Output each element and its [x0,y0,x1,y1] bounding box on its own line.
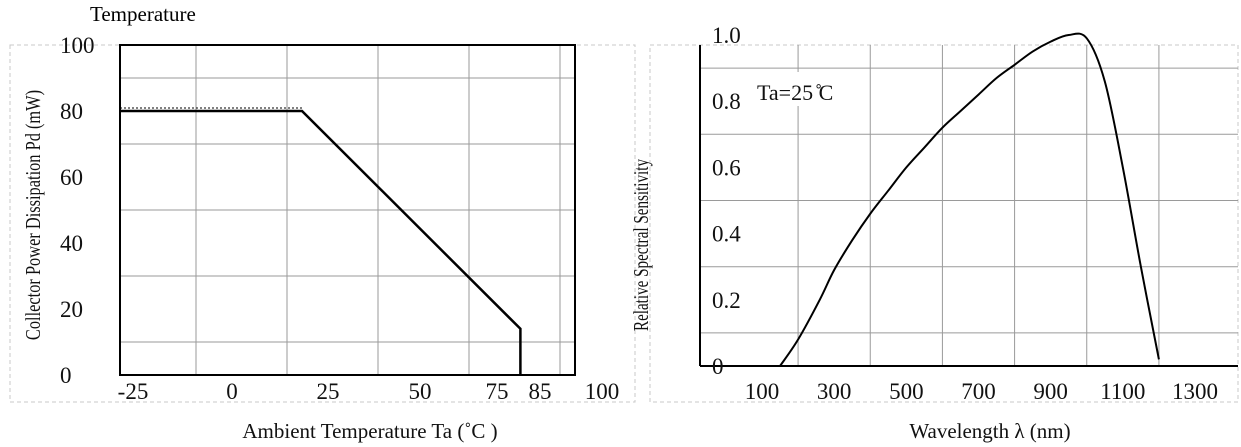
outer-frame [9,44,636,403]
y-tick-label: 20 [60,297,83,322]
x-tick-label: 0 [226,379,238,404]
y-tick-label: 60 [60,165,83,190]
spectral-sensitivity-chart: 0 0.2 0.4 0.6 0.8 1.0 100 300 500 700 900 1100 1300 W… [630,23,1239,443]
x-tick-label: 1300 [1172,379,1218,404]
y-tick-label: 0.8 [712,89,741,114]
x-axis-label: Wavelength λ (nm) [909,419,1070,443]
power-dissipation-chart: 0 20 40 60 80 100 -25 0 25 50 75 85 100 Ambient Tempe… [9,33,636,443]
x-axis-label: Ambient Temperature Ta (˚C ) [242,419,497,443]
y-axis-label: Collector Power Dissipation Pd (mW) [22,90,45,340]
x-tick-label: 85 [529,379,552,404]
x-tick-label: 100 [585,379,620,404]
x-tick-label: 500 [889,379,924,404]
temperature-annotation: Ta=25 ̊C [757,80,833,105]
y-tick-label: 0 [60,363,72,388]
x-tick-label: 700 [961,379,996,404]
y-tick-label: 0.2 [712,288,741,313]
power-derating-line [120,109,522,375]
x-tick-label: 100 [745,379,780,404]
y-tick-label: 40 [60,231,83,256]
y-tick-label: 0.6 [712,155,741,180]
annotation-box [752,72,868,106]
y-tick-label: 80 [60,99,83,124]
y-tick-label: 100 [60,33,95,58]
x-tick-label: -25 [118,379,149,404]
figure-caption: Temperature [90,2,196,26]
x-tick-label: 25 [317,379,340,404]
x-tick-label: 1100 [1100,379,1145,404]
y-tick-label: 1.0 [712,23,741,48]
x-tick-label: 75 [486,379,509,404]
x-tick-label: 50 [409,379,432,404]
y-axis-label: Relative Spectral Sensitivity [630,158,653,331]
y-tick-label: 0.4 [712,222,741,247]
outer-frame [649,44,1239,403]
y-tick-label: 0 [712,354,724,379]
x-tick-label: 900 [1033,379,1068,404]
plot-area [119,44,576,376]
x-tick-label: 300 [817,379,852,404]
spectral-sensitivity-curve [779,32,1160,367]
